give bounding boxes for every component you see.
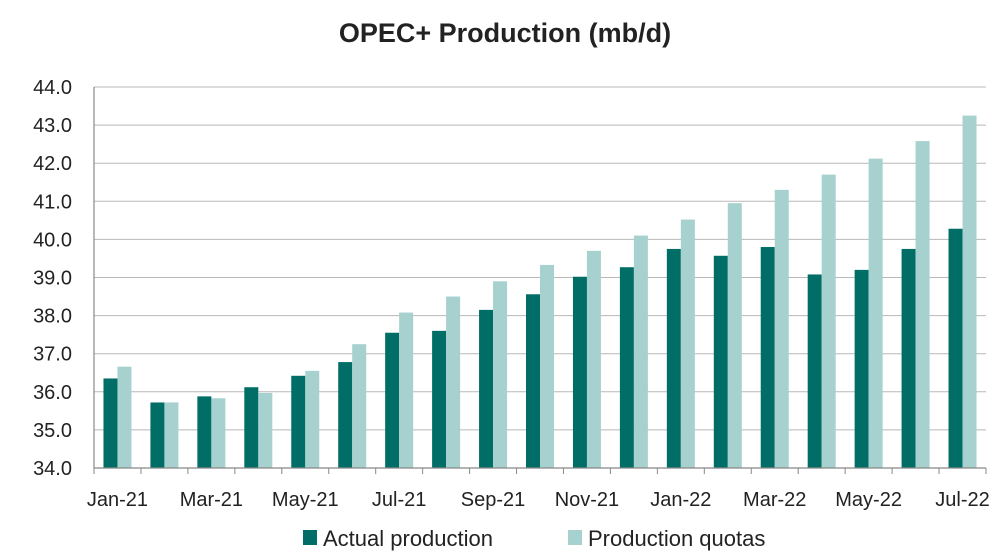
bar-actual-oct-21 — [526, 294, 540, 468]
bar-quota-jun-21 — [352, 344, 367, 468]
bar-actual-mar-22 — [760, 247, 775, 468]
bar-actual-dec-21 — [619, 267, 634, 468]
bar-actual-jun-21 — [338, 362, 353, 468]
bar-actual-aug-21 — [432, 330, 447, 468]
bar-quota-jul-22 — [962, 115, 977, 468]
bar-quota-mar-22 — [774, 189, 789, 468]
x-axis-ticks: Jan-21 Mar-21 May-21 Jul-21 Sep-21 Nov-21 Jan-… — [87, 489, 990, 511]
bar-quota-dec-21 — [633, 235, 648, 468]
bar-quota-jun-22 — [915, 141, 930, 469]
legend-swatch-actual — [303, 530, 317, 545]
bar-quota-oct-21 — [540, 264, 554, 468]
x-tick-label: Mar-22 — [743, 489, 806, 511]
bar-quota-may-22 — [868, 158, 883, 469]
bar-quota-sep-21 — [493, 281, 508, 468]
x-tick-label: Jan-22 — [650, 489, 711, 511]
bar-quota-feb-21 — [164, 402, 179, 468]
y-tick-label: 38.0 — [33, 306, 72, 328]
y-tick-label: 43.0 — [33, 115, 72, 137]
y-tick-label: 42.0 — [33, 153, 72, 175]
y-tick-label: 44.0 — [33, 77, 72, 99]
bar-quota-aug-21 — [446, 296, 461, 468]
bar-quota-jan-21 — [117, 366, 132, 468]
x-axis — [93, 87, 987, 474]
bar-actual-apr-21 — [244, 387, 259, 468]
legend: Actual production Production quotas — [303, 526, 765, 551]
chart-title: OPEC+ Production (mb/d) — [339, 18, 671, 48]
bar-actual-jan-22 — [666, 248, 681, 468]
bar-actual-nov-21 — [572, 276, 587, 468]
x-tick-label: Mar-21 — [180, 489, 243, 511]
y-tick-label: 35.0 — [33, 420, 72, 442]
legend-label-quotas: Production quotas — [588, 526, 765, 551]
bar-quota-apr-21 — [258, 392, 273, 468]
x-tick-label: Jul-22 — [935, 489, 989, 511]
y-tick-label: 37.0 — [33, 344, 72, 366]
y-tick-label: 40.0 — [33, 229, 72, 251]
bar-quota-jul-21 — [399, 312, 414, 468]
bar-quota-apr-22 — [821, 174, 836, 468]
bar-actual-jul-21 — [385, 332, 400, 468]
bar-actual-may-21 — [291, 375, 306, 468]
bar-actual-mar-21 — [197, 396, 212, 468]
x-tick-label: Sep-21 — [461, 489, 526, 511]
y-tick-label: 34.0 — [33, 458, 72, 480]
bar-actual-jul-22 — [948, 228, 963, 468]
bar-quota-nov-21 — [586, 250, 601, 468]
bar-actual-feb-22 — [713, 255, 728, 468]
legend-swatch-quotas — [568, 530, 582, 545]
bar-quota-jan-22 — [680, 219, 695, 468]
x-tick-label: Jul-21 — [372, 489, 426, 511]
x-tick-label: May-21 — [272, 489, 339, 511]
bar-actual-feb-21 — [150, 402, 165, 468]
x-tick-label: May-22 — [835, 489, 902, 511]
bars — [103, 115, 977, 469]
bar-quota-mar-21 — [211, 398, 226, 468]
y-axis-ticks: 34.0 35.0 36.0 37.0 38.0 39.0 40.0 41.0 42.0 43.0… — [33, 77, 72, 480]
bar-actual-sep-21 — [479, 309, 494, 468]
bar-actual-apr-22 — [807, 274, 822, 468]
x-tick-label: Jan-21 — [87, 489, 148, 511]
y-tick-label: 39.0 — [33, 268, 72, 290]
legend-label-actual: Actual production — [323, 526, 493, 551]
y-tick-label: 36.0 — [33, 382, 72, 404]
bar-quota-feb-22 — [727, 203, 742, 468]
x-tick-label: Nov-21 — [555, 489, 619, 511]
bar-actual-jun-22 — [901, 248, 916, 468]
bar-actual-jan-21 — [103, 378, 118, 468]
y-tick-label: 41.0 — [33, 191, 72, 213]
bar-actual-may-22 — [854, 269, 869, 468]
bar-quota-may-21 — [305, 370, 320, 468]
